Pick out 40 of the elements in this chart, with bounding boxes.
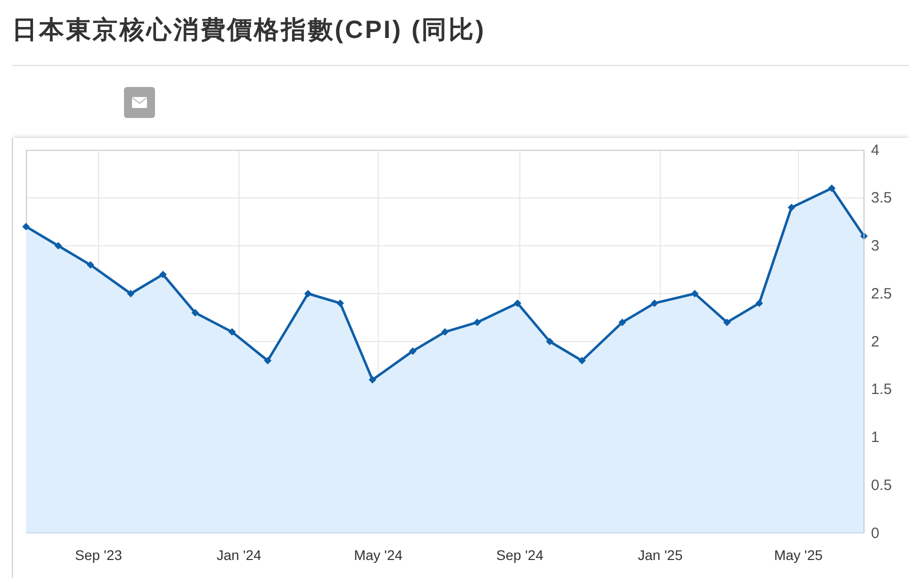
y-tick-label: 2	[871, 333, 880, 350]
point	[788, 204, 796, 212]
point	[723, 318, 731, 326]
point	[514, 299, 522, 307]
x-tick-label: May '24	[354, 546, 403, 563]
point	[368, 376, 376, 384]
point	[264, 356, 272, 364]
point	[828, 184, 836, 192]
point	[650, 299, 658, 307]
point	[755, 299, 764, 307]
point	[473, 318, 481, 326]
point	[304, 290, 312, 298]
point	[54, 242, 62, 250]
y-tick-label: 3.5	[871, 190, 892, 207]
y-tick-label: 0.5	[871, 476, 892, 494]
y-tick-label: 4	[871, 142, 880, 159]
point	[546, 338, 554, 346]
point	[191, 309, 199, 317]
x-tick-label: May '25	[774, 546, 823, 563]
y-tick-label: 1.5	[871, 381, 892, 398]
chart-title: 日本東京核心消費價格指數(CPI) (同比)	[12, 15, 486, 45]
x-tick-label: Sep '24	[496, 546, 544, 563]
y-tick-label: 3	[871, 238, 880, 255]
y-tick-label: 1	[871, 429, 880, 446]
point	[441, 328, 449, 336]
x-tick-label: Jan '24	[216, 546, 262, 563]
point	[409, 347, 417, 355]
x-tick-label: Sep '23	[74, 546, 122, 563]
y-tick-label: 2.5	[871, 285, 892, 302]
point	[578, 356, 586, 364]
y-tick-label: 0	[871, 524, 880, 542]
point	[618, 318, 626, 326]
point	[126, 290, 135, 298]
point	[159, 270, 167, 278]
point	[336, 299, 344, 307]
point	[22, 222, 30, 230]
point	[228, 328, 236, 336]
point	[86, 261, 94, 269]
x-tick-label: Jan '25	[638, 546, 683, 563]
point	[691, 290, 699, 298]
